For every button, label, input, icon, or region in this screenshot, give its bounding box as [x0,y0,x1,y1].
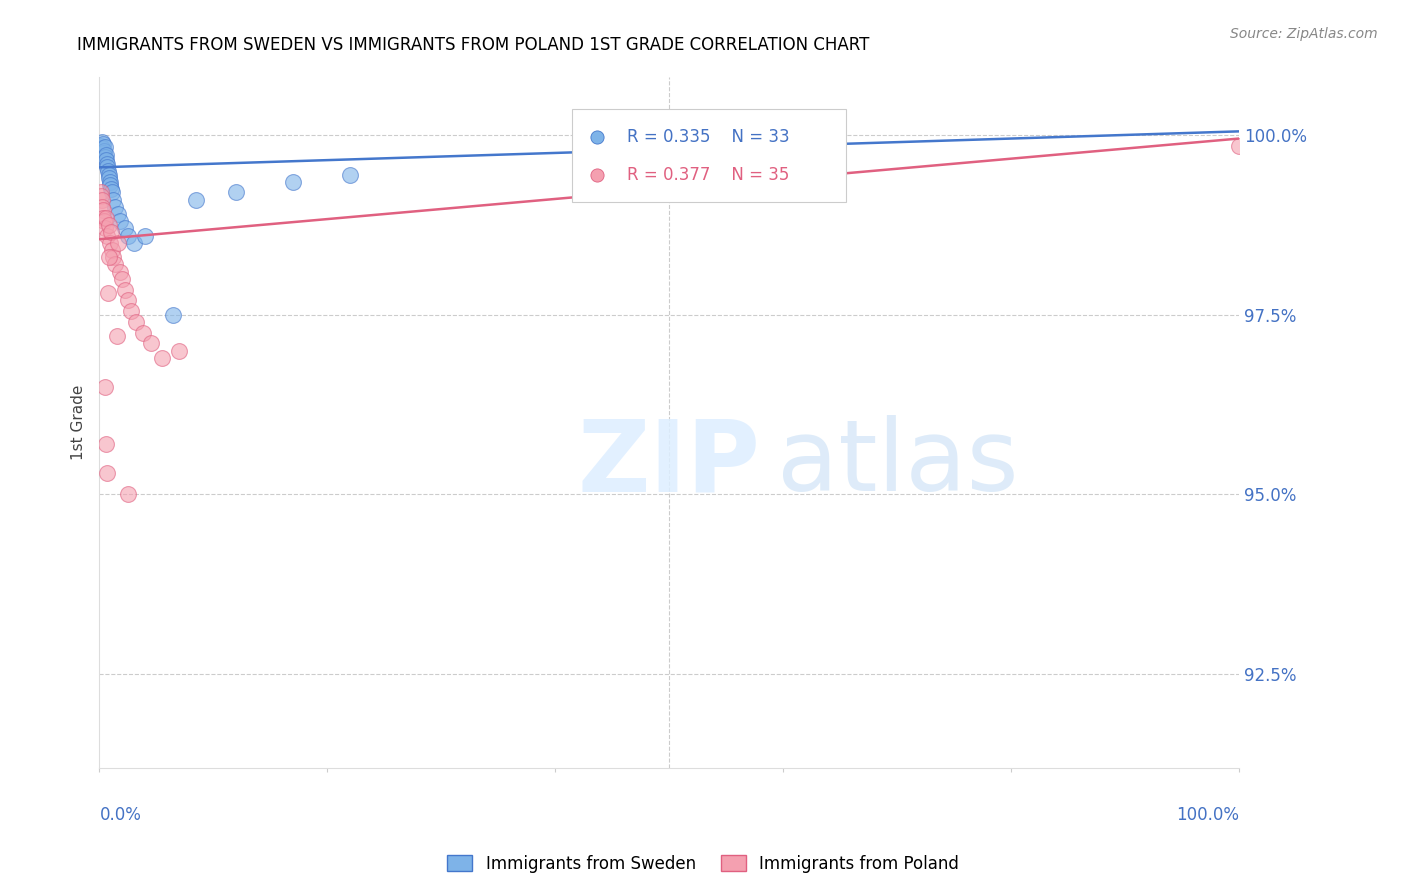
Point [96,157,118,171]
Point [105,329,128,343]
Legend: Immigrants from Sweden, Immigrants from Poland: Immigrants from Sweden, Immigrants from … [440,848,966,880]
Point [117,293,139,308]
Point [90,142,112,156]
Point [186,193,208,207]
Point [90,135,112,149]
Point [91,141,114,155]
Point [167,343,190,358]
Point [108,214,131,228]
Point [139,336,162,351]
Point [90,138,112,153]
Point [104,200,127,214]
Point [96,211,118,225]
Text: 0.0%: 0.0% [100,805,142,823]
Point [98,235,121,250]
Point [98,250,121,264]
Point [114,221,136,235]
Point [93,144,115,158]
Text: atlas: atlas [778,416,1019,513]
Point [339,168,361,182]
Point [101,250,124,264]
Point [117,487,139,501]
Point [120,304,142,318]
Text: R = 0.377    N = 35: R = 0.377 N = 35 [627,167,789,185]
Point [96,228,118,243]
Point [108,264,131,278]
FancyBboxPatch shape [572,109,845,202]
Point [97,164,120,178]
Text: IMMIGRANTS FROM SWEDEN VS IMMIGRANTS FROM POLAND 1ST GRADE CORRELATION CHART: IMMIGRANTS FROM SWEDEN VS IMMIGRANTS FRO… [77,36,870,54]
Point [122,235,145,250]
Text: ZIP: ZIP [578,416,761,513]
Point [94,149,117,163]
Point [94,437,117,451]
Point [100,225,122,239]
Point [97,168,120,182]
Point [101,193,124,207]
Point [111,272,134,286]
Point [162,308,184,322]
Point [150,351,173,365]
Y-axis label: 1st Grade: 1st Grade [72,384,86,460]
Point [101,243,124,257]
Point [97,286,120,301]
Point [93,145,115,160]
Point [94,148,117,162]
Point [96,466,118,480]
Point [91,136,114,151]
Point [101,186,124,200]
Point [90,193,112,207]
Point [1227,138,1250,153]
Point [98,175,121,189]
Point [104,257,127,271]
Point [93,140,115,154]
Point [93,379,115,393]
Point [90,186,112,200]
Point [93,211,115,225]
Point [98,178,121,193]
Text: Source: ZipAtlas.com: Source: ZipAtlas.com [1230,27,1378,41]
Point [94,221,117,235]
Point [281,175,304,189]
Point [96,153,118,168]
Point [90,189,112,203]
Text: 100.0%: 100.0% [1175,805,1239,823]
Point [97,218,120,232]
Point [134,228,156,243]
Point [93,214,115,228]
Point [107,235,129,250]
Point [100,182,122,196]
Point [91,203,114,218]
Text: R = 0.335    N = 33: R = 0.335 N = 33 [627,128,790,146]
Point [125,315,148,329]
Point [114,283,136,297]
Point [91,200,114,214]
Point [96,161,118,175]
Point [132,326,155,340]
Point [107,207,129,221]
Point [117,228,139,243]
Point [225,186,247,200]
Point [98,171,121,186]
